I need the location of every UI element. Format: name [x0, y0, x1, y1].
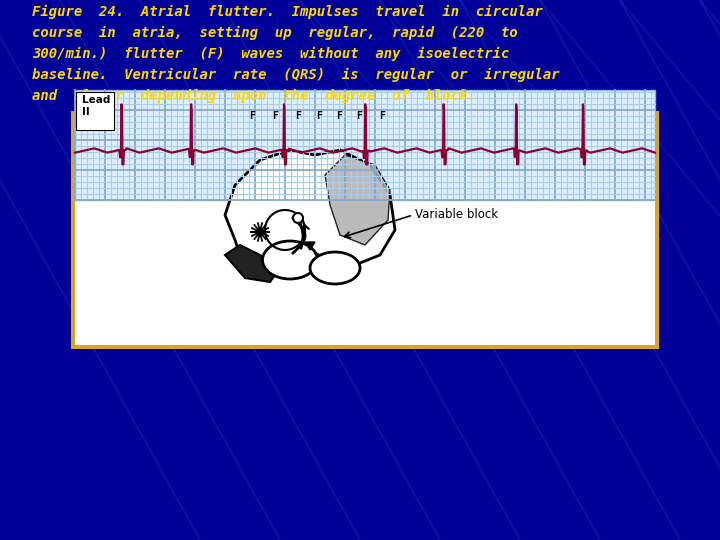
- Bar: [75, 115, 655, 345]
- Text: and  slower  depending  upon  the  degree  of  block.: and slower depending upon the degree of …: [32, 89, 476, 103]
- Text: 300/min.)  flutter  (F)  waves  without  any  isoelectric: 300/min.) flutter (F) waves without any …: [32, 47, 509, 61]
- Text: F: F: [379, 111, 385, 121]
- Text: F: F: [272, 111, 278, 121]
- Ellipse shape: [263, 241, 318, 279]
- Text: F: F: [336, 111, 342, 121]
- Circle shape: [293, 213, 303, 223]
- Bar: [75, 90, 655, 200]
- Text: Figure  24.  Atrial  flutter.  Impulses  travel  in  circular: Figure 24. Atrial flutter. Impulses trav…: [32, 5, 543, 19]
- Text: F: F: [315, 111, 322, 121]
- Text: baseline.  Ventricular  rate  (QRS)  is  regular  or  irregular: baseline. Ventricular rate (QRS) is regu…: [32, 68, 559, 82]
- Bar: [76, 92, 114, 130]
- Polygon shape: [325, 155, 390, 245]
- Bar: [71, 111, 659, 349]
- Polygon shape: [225, 245, 280, 282]
- Text: Variable block: Variable block: [415, 208, 498, 221]
- Text: F: F: [356, 111, 362, 121]
- Ellipse shape: [310, 252, 360, 284]
- Text: course  in  atria,  setting  up  regular,  rapid  (220  to: course in atria, setting up regular, rap…: [32, 26, 518, 40]
- Polygon shape: [225, 150, 395, 268]
- Polygon shape: [305, 242, 315, 250]
- Text: Lead
II: Lead II: [82, 95, 110, 117]
- Text: F: F: [249, 111, 255, 121]
- Text: F: F: [295, 111, 301, 121]
